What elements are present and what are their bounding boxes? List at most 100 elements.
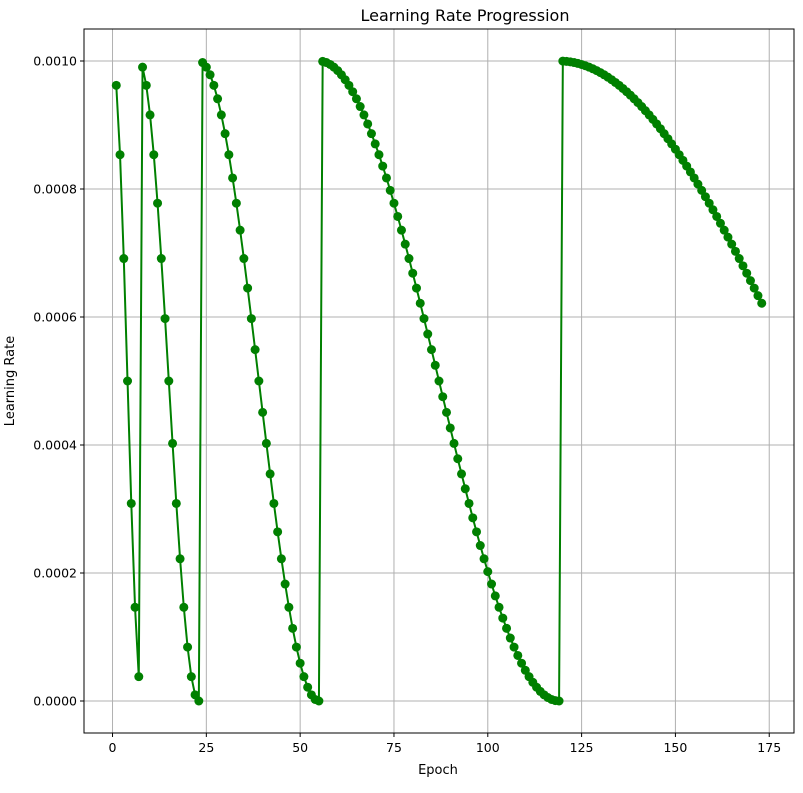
data-point-36 — [243, 283, 253, 293]
data-point-32 — [228, 173, 238, 183]
x-tick-label-6: 150 — [663, 740, 687, 755]
data-point-160 — [708, 205, 718, 215]
data-point-103 — [494, 602, 504, 612]
data-point-105 — [502, 623, 512, 633]
data-point-34 — [235, 225, 245, 235]
x-tick-label-1: 25 — [198, 740, 214, 755]
data-point-71 — [374, 150, 384, 160]
data-point-170 — [745, 276, 755, 286]
data-point-23 — [194, 696, 204, 706]
data-point-40 — [258, 407, 268, 417]
data-point-43 — [269, 498, 279, 508]
data-point-98 — [475, 541, 485, 551]
data-point-37 — [246, 314, 256, 324]
data-point-55 — [314, 696, 324, 706]
data-point-104 — [498, 613, 508, 623]
data-point-84 — [423, 329, 433, 339]
x-tick-label-3: 75 — [386, 740, 402, 755]
data-point-109 — [517, 658, 527, 668]
x-tick-3: 75 — [386, 733, 402, 755]
x-tick-4: 100 — [476, 733, 500, 755]
data-point-65 — [351, 94, 361, 104]
data-point-44 — [273, 527, 283, 537]
data-point-90 — [445, 423, 455, 433]
data-point-161 — [712, 211, 722, 221]
data-point-172 — [753, 291, 763, 301]
data-point-80 — [408, 268, 418, 278]
y-axis-ticks: 0.0000 0.0002 0.0004 0.0006 0.0008 0.0010 — [33, 54, 84, 709]
data-point-108 — [513, 650, 523, 660]
data-point-48 — [288, 623, 298, 633]
data-point-102 — [490, 591, 500, 601]
data-point-26 — [205, 70, 215, 80]
data-point-68 — [363, 119, 373, 129]
data-point-166 — [730, 246, 740, 256]
data-point-165 — [727, 239, 737, 249]
x-tick-0: 0 — [109, 733, 117, 755]
plot-frame — [83, 28, 795, 734]
y-tick-0: 0.0000 — [33, 694, 84, 709]
data-point-77 — [396, 225, 406, 235]
data-point-164 — [723, 232, 733, 242]
y-tick-label-5: 0.0010 — [33, 54, 77, 69]
y-tick-3: 0.0006 — [33, 310, 84, 325]
data-point-79 — [404, 254, 414, 264]
data-point-92 — [453, 454, 463, 464]
data-point-86 — [430, 360, 440, 370]
data-point-83 — [419, 314, 429, 324]
data-point-95 — [464, 498, 474, 508]
data-point-10 — [145, 110, 155, 120]
data-point-91 — [449, 438, 459, 448]
data-point-169 — [742, 268, 752, 278]
y-tick-label-0: 0.0000 — [33, 694, 77, 709]
data-point-94 — [460, 484, 470, 494]
data-point-28 — [213, 94, 223, 104]
data-point-49 — [291, 642, 301, 652]
data-point-106 — [505, 633, 515, 643]
data-point-168 — [738, 261, 748, 271]
data-point-16 — [168, 438, 178, 448]
data-point-173 — [757, 298, 767, 308]
data-point-20 — [183, 642, 193, 652]
data-point-75 — [389, 198, 399, 208]
data-point-89 — [442, 407, 452, 417]
data-point-31 — [224, 150, 234, 160]
data-point-33 — [231, 198, 241, 208]
data-point-29 — [216, 110, 226, 120]
grid — [84, 29, 794, 733]
data-point-96 — [468, 513, 478, 523]
data-point-76 — [393, 211, 403, 221]
data-point-5 — [126, 498, 136, 508]
x-tick-6: 150 — [663, 733, 687, 755]
y-tick-4: 0.0008 — [33, 182, 84, 197]
x-tick-label-4: 100 — [476, 740, 500, 755]
x-tick-label-2: 50 — [292, 740, 308, 755]
data-point-171 — [749, 283, 759, 293]
data-point-39 — [254, 376, 264, 386]
data-point-78 — [400, 239, 410, 249]
data-point-52 — [303, 682, 313, 692]
data-point-82 — [415, 298, 425, 308]
data-point-21 — [186, 672, 196, 682]
data-point-159 — [704, 198, 714, 208]
x-tick-7: 175 — [757, 733, 781, 755]
data-point-100 — [483, 567, 493, 577]
y-axis-label: Learning Rate — [3, 336, 18, 426]
data-point-69 — [366, 129, 376, 139]
data-point-45 — [276, 554, 286, 564]
data-point-72 — [378, 161, 388, 171]
y-tick-2: 0.0004 — [33, 438, 84, 453]
data-point-15 — [164, 376, 174, 386]
data-point-30 — [220, 129, 230, 139]
data-point-85 — [426, 345, 436, 355]
data-point-99 — [479, 554, 489, 564]
y-tick-label-4: 0.0008 — [33, 182, 77, 197]
x-axis-label: Epoch — [418, 763, 458, 778]
data-point-74 — [385, 185, 395, 195]
data-point-81 — [411, 283, 421, 293]
data-point-101 — [487, 579, 497, 589]
data-point-17 — [171, 498, 181, 508]
data-point-97 — [472, 527, 482, 537]
